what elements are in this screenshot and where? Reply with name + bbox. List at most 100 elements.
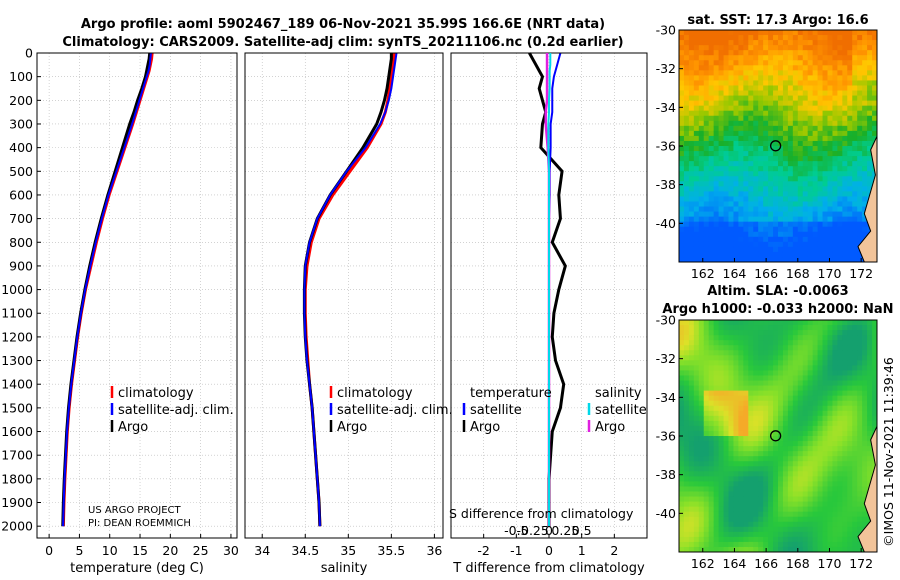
map-cell: [698, 471, 705, 477]
map-cell: [792, 546, 799, 552]
map-cell: [743, 415, 749, 422]
map-cell: [842, 365, 848, 372]
map-cell: [862, 65, 868, 71]
map-cell: [773, 75, 779, 82]
map-cell: [842, 176, 848, 182]
map-cell: [723, 405, 730, 412]
map-cell: [768, 501, 774, 508]
figure-title-line1: Argo profile: aoml 5902467_189 06-Nov-20…: [81, 17, 605, 32]
map-cell: [867, 420, 873, 427]
map-cell: [738, 201, 744, 208]
series-line-satellite-adj-clim-: [62, 52, 152, 527]
map-cell: [773, 151, 779, 157]
map-cell: [773, 385, 779, 392]
map-cell: [728, 380, 735, 387]
map-cell: [743, 330, 749, 336]
map-cell: [688, 441, 695, 447]
map-cell: [703, 420, 710, 427]
map-cell: [748, 360, 754, 366]
map-cell: [708, 511, 715, 518]
map-cell: [773, 481, 779, 488]
x-tick-label: 34.5: [291, 543, 319, 558]
map-cell: [753, 196, 759, 203]
map-cell: [812, 105, 819, 112]
map-cell: [827, 146, 834, 152]
map-cell: [787, 80, 794, 87]
map-cell: [842, 130, 848, 137]
map-cell: [778, 511, 784, 518]
map-cell: [738, 226, 744, 233]
map-cell: [679, 161, 685, 167]
map-cell: [837, 40, 843, 46]
map-cell: [743, 491, 749, 498]
map-cell: [688, 100, 695, 107]
map-cell: [683, 186, 690, 192]
map-cell: [832, 181, 838, 187]
map-cell: [753, 466, 759, 472]
map-cell: [713, 70, 720, 76]
map-cell: [792, 251, 799, 258]
map-cell: [827, 70, 834, 76]
map-cell: [679, 75, 685, 82]
map-cell: [773, 461, 779, 467]
map-cell: [802, 206, 809, 213]
map-cell: [852, 241, 858, 248]
map-cell: [852, 100, 858, 107]
map-cell: [683, 211, 690, 218]
map-cell: [792, 171, 799, 177]
map-cell: [683, 481, 690, 488]
map-cell: [812, 390, 819, 397]
map-cell: [797, 256, 804, 262]
map-cell: [679, 390, 685, 397]
map-cell: [698, 441, 705, 447]
map-cell: [679, 360, 685, 366]
map-cell: [778, 441, 784, 447]
map-cell: [872, 115, 877, 122]
map-cell: [758, 420, 764, 427]
map-cell: [743, 236, 749, 243]
map-cell: [693, 380, 700, 387]
map-cell: [797, 486, 804, 493]
map-cell: [693, 30, 700, 36]
map-cell: [679, 546, 685, 552]
map-cell: [827, 166, 834, 172]
map-cell: [679, 425, 685, 432]
map-cell: [807, 511, 814, 518]
map-cell: [812, 140, 819, 147]
map-cell: [842, 430, 848, 437]
map-cell: [797, 120, 804, 127]
map-cell: [837, 395, 843, 402]
map-cell: [792, 456, 799, 462]
map-cell: [807, 441, 814, 447]
map-cell: [807, 541, 814, 548]
map-cell: [812, 335, 819, 341]
x-tick-label: 35: [340, 543, 356, 558]
map-cell: [872, 60, 877, 66]
map-cell: [703, 125, 710, 132]
map-cell: [703, 320, 710, 326]
map-cell: [787, 415, 794, 422]
map-cell: [758, 161, 764, 167]
map-cell: [872, 425, 877, 432]
map-cell: [862, 496, 868, 503]
map-cell: [743, 35, 749, 41]
map-cell: [778, 521, 784, 528]
map-cell: [698, 521, 705, 528]
map-cell: [743, 425, 749, 432]
map-cell: [822, 375, 829, 382]
map-cell: [807, 546, 814, 552]
map-cell: [842, 501, 848, 508]
map-cell: [679, 375, 685, 382]
map-cell: [723, 536, 730, 543]
map-cell: [802, 151, 809, 157]
map-cell: [792, 355, 799, 361]
map-cell: [847, 521, 853, 528]
map-cell: [773, 100, 779, 107]
map-cell: [688, 135, 695, 142]
map-cell: [679, 511, 685, 518]
map-cell: [718, 516, 725, 523]
map-cell: [797, 410, 804, 417]
map-cell: [778, 226, 784, 233]
map-cell: [743, 481, 749, 488]
map-cell: [778, 156, 784, 162]
